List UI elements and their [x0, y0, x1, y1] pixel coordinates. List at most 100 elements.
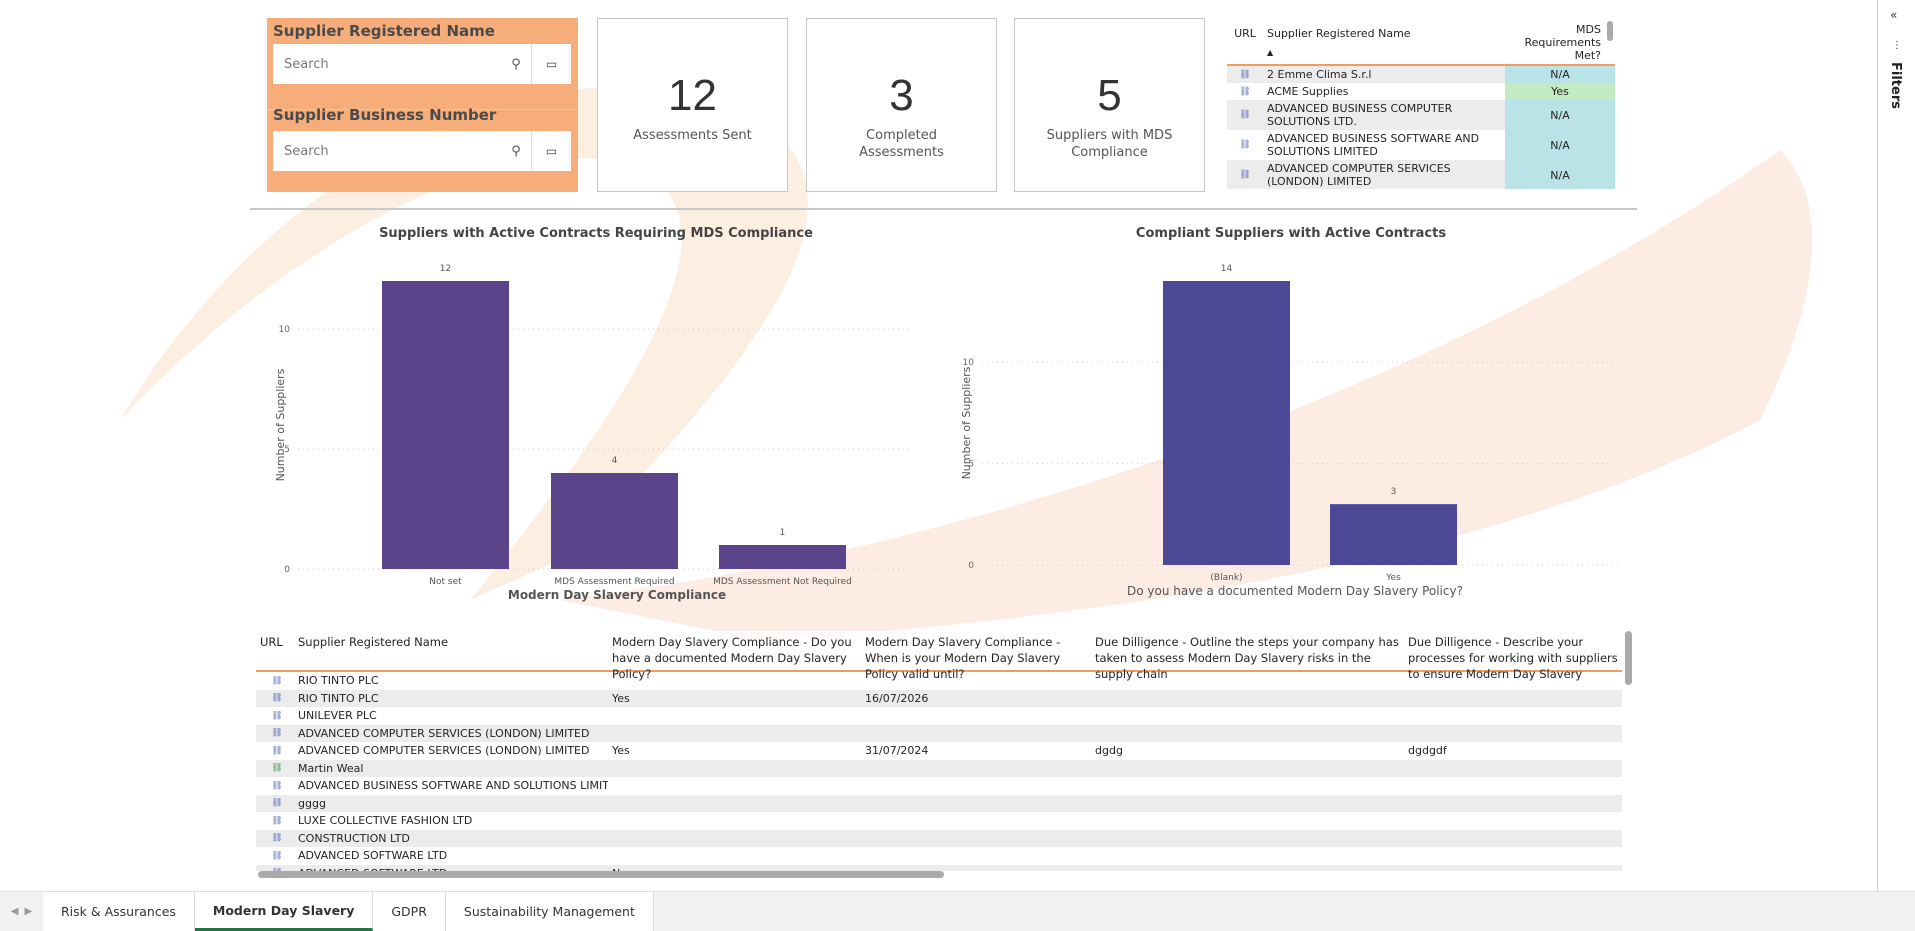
supplier-name-search[interactable]: Search ⚲ ▭ [273, 44, 571, 84]
table-row[interactable]: ⛓ CONSTRUCTION LTD [256, 829, 1622, 847]
chart-mds-requirement: Suppliers with Active Contracts Requirin… [250, 226, 1210, 616]
table-cell: CONSTRUCTION LTD [298, 831, 410, 845]
collapse-icon[interactable]: « [1890, 8, 1898, 22]
search-icon[interactable]: ⚲ [511, 143, 521, 159]
table-row[interactable]: ⛓ ADVANCED COMPUTER SERVICES (LONDON) LIM… [256, 724, 1622, 742]
mds-status: N/A [1505, 130, 1615, 160]
tab-sustainability-management[interactable]: Sustainability Management [445, 892, 654, 931]
table-cell: dgdgdf [1408, 744, 1447, 758]
table-row[interactable]: ⛓ ADVANCED SOFTWARE LTD [256, 847, 1622, 865]
prev-tab-icon[interactable]: ◀ [10, 906, 19, 917]
y-tick-label: 5 [284, 445, 290, 455]
link-icon[interactable]: ⛓ [271, 833, 283, 844]
supplier-name: ADVANCED COMPUTER SERVICES (LONDON) LIMI… [1267, 162, 1451, 188]
bar[interactable] [1163, 281, 1290, 565]
y-tick-label: 0 [284, 565, 290, 575]
x-tick-label: MDS Assessment Required [554, 577, 674, 587]
link-icon[interactable]: ⛓ [271, 780, 283, 791]
filter-icon[interactable]: ⋮ [1892, 40, 1902, 51]
table-row[interactable]: ⛓ Martin Weal [256, 759, 1622, 777]
col-header-mds[interactable]: MDS Requirements Met? [1524, 23, 1601, 62]
horizontal-scrollbar[interactable] [258, 871, 944, 878]
chart-title: Suppliers with Active Contracts Requirin… [379, 226, 813, 241]
col-header-url[interactable]: URL [1234, 27, 1256, 40]
search-icon[interactable]: ⚲ [511, 56, 521, 72]
link-icon[interactable]: ⛓ [271, 763, 283, 774]
link-icon[interactable]: ⛓ [271, 850, 283, 861]
filters-label[interactable]: Filters [1888, 62, 1903, 109]
link-icon[interactable]: ⛓ [1239, 86, 1251, 97]
filter-panel: Supplier Registered Name Search ⚲ ▭ Supp… [267, 18, 578, 192]
link-icon[interactable]: ⛓ [1239, 110, 1251, 120]
kpi-value: 3 [889, 71, 914, 120]
table-cell: ADVANCED BUSINESS SOFTWARE AND SOLUTIONS… [298, 779, 608, 793]
link-icon[interactable]: ⛓ [271, 675, 283, 686]
column-header[interactable]: Supplier Registered Name [298, 635, 449, 649]
table-row[interactable]: ⛓ UNILEVER PLC [256, 707, 1622, 725]
table-row[interactable]: ⛓ ADVANCED BUSINESS SOFTWARE AND SOLUTION… [256, 777, 1622, 795]
scrollbar[interactable] [1607, 21, 1613, 41]
column-header[interactable]: Modern Day Slavery Compliance - Do you h… [612, 635, 852, 681]
table-row[interactable]: ⛓ ADVANCED BUSINESS COMPUTER SOLUTIONS LT… [1227, 100, 1615, 130]
link-icon[interactable]: ⛓ [271, 710, 283, 721]
eraser-icon[interactable]: ▭ [531, 131, 571, 171]
bar[interactable] [551, 473, 678, 569]
business-number-search[interactable]: Search ⚲ ▭ [273, 131, 571, 171]
link-icon[interactable]: ⛓ [271, 745, 283, 756]
table-row[interactable]: ⛓ ADVANCED COMPUTER SERVICES (LONDON) LIM… [1227, 160, 1615, 189]
table-cell: ADVANCED COMPUTER SERVICES (LONDON) LIMI… [298, 744, 590, 758]
next-tab-icon[interactable]: ▶ [24, 906, 33, 917]
link-icon[interactable]: ⛓ [1239, 140, 1251, 150]
bar[interactable] [719, 545, 846, 569]
eraser-icon[interactable]: ▭ [531, 44, 571, 84]
link-icon[interactable]: ⛓ [1239, 69, 1251, 80]
table-row[interactable]: ⛓ ADVANCED BUSINESS SOFTWARE AND SOLUTION… [1227, 130, 1615, 160]
table-row[interactable]: ⛓ gggg [256, 794, 1622, 812]
table-row[interactable]: ⛓ LUXE COLLECTIVE FASHION LTD [256, 812, 1622, 830]
vertical-scrollbar[interactable] [1625, 631, 1632, 685]
tab-risk-assurances[interactable]: Risk & Assurances [43, 892, 195, 931]
column-header[interactable]: Modern Day Slavery Compliance - When is … [865, 635, 1061, 681]
table-cell: UNILEVER PLC [298, 709, 377, 723]
table-row[interactable]: ⛓ ADVANCED COMPUTER SERVICES (LONDON) LIM… [256, 742, 1622, 760]
x-axis-title: Modern Day Slavery Compliance [508, 588, 726, 602]
tab-gdpr[interactable]: GDPR [373, 892, 446, 931]
link-icon[interactable]: ⛓ [271, 693, 283, 704]
data-label: 4 [612, 456, 618, 466]
x-axis-title: Do you have a documented Modern Day Slav… [1127, 584, 1463, 598]
business-number-search-input[interactable]: Search [284, 143, 329, 159]
link-icon[interactable]: ⛓ [256, 868, 294, 871]
kpi-label: Suppliers with MDS Compliance [1046, 128, 1173, 160]
link-icon[interactable]: ⛓ [271, 728, 283, 739]
column-header[interactable]: Due Dilligence - Describe your processes… [1408, 635, 1618, 681]
link-icon[interactable]: ⛓ [271, 798, 283, 809]
mds-status: N/A [1505, 160, 1615, 189]
filters-pane: « ⋮ Filters [1877, 0, 1915, 891]
divider [250, 208, 1637, 210]
table-row[interactable]: ⛓ADVANCED SOFTWARE LTDNo [256, 864, 1622, 871]
table-row[interactable]: ⛓ RIO TINTO PLC Yes 16/07/2026 [256, 689, 1622, 707]
supplier-name-search-input[interactable]: Search [284, 56, 329, 72]
filter-title-name: Supplier Registered Name [273, 22, 495, 40]
y-tick-label: 10 [279, 325, 291, 335]
kpi-value: 5 [1097, 71, 1122, 120]
tab-modern-day-slavery[interactable]: Modern Day Slavery [194, 892, 374, 931]
filter-title-number: Supplier Business Number [273, 106, 497, 124]
kpi-label: Completed Assessments [859, 128, 944, 160]
y-tick-label: 5 [968, 460, 974, 470]
link-icon[interactable]: ⛓ [271, 815, 283, 826]
table-row[interactable]: ⛓ RIO TINTO PLC [256, 672, 1622, 690]
tab-nav[interactable]: ◀ ▶ [0, 892, 43, 931]
link-icon[interactable]: ⛓ [1239, 170, 1251, 180]
bar[interactable] [382, 281, 509, 569]
y-axis-title: Number of Suppliers [274, 368, 287, 481]
table-cell: 16/07/2026 [865, 691, 929, 705]
bar[interactable] [1330, 504, 1457, 565]
column-header[interactable]: Due Dilligence - Outline the steps your … [1095, 635, 1399, 681]
table-row[interactable]: ⛓ 2 Emme Clima S.r.l N/A [1227, 66, 1615, 83]
table-cell: dgdg [1095, 744, 1123, 758]
col-header-name[interactable]: Supplier Registered Name ▲ [1263, 21, 1505, 64]
column-header[interactable]: URL [260, 635, 283, 649]
table-row[interactable]: ⛓ ACME Supplies Yes [1227, 83, 1615, 100]
